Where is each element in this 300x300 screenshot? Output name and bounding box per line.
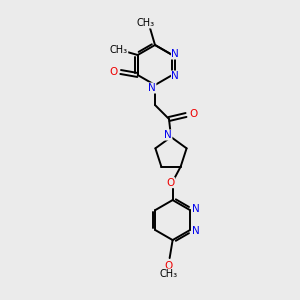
Text: N: N [192,204,200,214]
Text: CH₃: CH₃ [160,269,178,279]
Text: CH₃: CH₃ [137,18,155,28]
Text: N: N [171,71,179,81]
Text: N: N [148,83,156,93]
Text: N: N [164,130,172,140]
Text: N: N [171,49,179,59]
Text: O: O [189,109,197,119]
Text: O: O [110,67,118,77]
Text: N: N [192,226,200,236]
Text: CH₃: CH₃ [110,45,128,55]
Text: O: O [167,178,175,188]
Text: O: O [164,261,173,271]
